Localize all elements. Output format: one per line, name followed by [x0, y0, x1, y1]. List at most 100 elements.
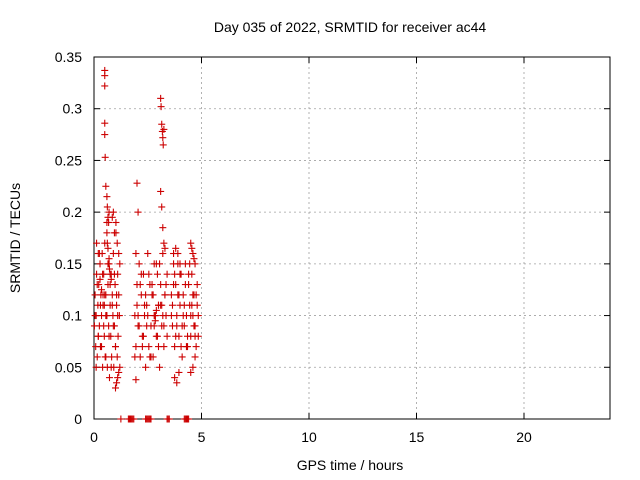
- data-point: [157, 187, 165, 195]
- data-point: [153, 270, 161, 278]
- data-point: [109, 208, 117, 216]
- data-point: [112, 218, 120, 226]
- data-point: [101, 119, 109, 127]
- data-point: [147, 353, 155, 361]
- data-point: [96, 260, 104, 268]
- data-point: [162, 281, 170, 289]
- data-point: [108, 213, 116, 221]
- data-point: [151, 317, 159, 325]
- data-point: [93, 239, 101, 247]
- data-point: [109, 322, 117, 330]
- x-tick-label: 10: [301, 429, 317, 445]
- x-axis-label: GPS time / hours: [297, 457, 404, 473]
- y-tick-label: 0.3: [63, 101, 83, 117]
- data-point: [191, 332, 199, 340]
- data-point: [102, 312, 110, 320]
- chart-title: Day 035 of 2022, SRMTID for receiver ac4…: [214, 19, 487, 35]
- data-point: [108, 301, 116, 309]
- data-point: [165, 415, 173, 423]
- data-point: [180, 301, 188, 309]
- data-point: [101, 153, 109, 161]
- data-point: [91, 312, 99, 320]
- data-point: [148, 281, 156, 289]
- data-point: [112, 384, 119, 392]
- data-point: [132, 343, 140, 351]
- data-point: [147, 415, 155, 423]
- data-point: [130, 415, 138, 423]
- data-point: [170, 250, 178, 258]
- data-point: [93, 353, 101, 361]
- data-point: [159, 141, 167, 149]
- data-point: [150, 322, 158, 330]
- data-point: [93, 270, 101, 278]
- data-point: [172, 332, 180, 340]
- data-point: [145, 343, 153, 351]
- data-point: [110, 229, 118, 237]
- data-point: [171, 343, 179, 351]
- data-point: [116, 260, 124, 268]
- data-point: [179, 312, 187, 320]
- data-point: [175, 368, 183, 376]
- data-point: [103, 239, 111, 247]
- data-point: [144, 250, 152, 258]
- data-point: [158, 120, 166, 128]
- y-tick-label: 0.05: [55, 359, 82, 375]
- data-point: [167, 291, 175, 299]
- data-point: [107, 275, 115, 283]
- data-point: [184, 332, 192, 340]
- data-point: [190, 322, 198, 330]
- data-point: [152, 306, 160, 314]
- data-point: [105, 255, 113, 263]
- data-point: [105, 332, 113, 340]
- data-point: [157, 103, 165, 111]
- data-point: [105, 265, 113, 273]
- data-point: [160, 322, 168, 330]
- x-tick-label: 5: [198, 429, 206, 445]
- data-point: [159, 134, 167, 142]
- data-point: [153, 332, 161, 340]
- data-point: [168, 301, 176, 309]
- data-point: [100, 322, 108, 330]
- data-point: [194, 312, 202, 320]
- data-point: [167, 312, 175, 320]
- data-point: [173, 379, 181, 387]
- y-tick-label: 0: [74, 411, 82, 427]
- data-point: [106, 270, 114, 278]
- y-tick-label: 0.35: [55, 49, 82, 65]
- data-point: [189, 363, 197, 371]
- data-point: [113, 239, 121, 247]
- data-point: [98, 286, 106, 294]
- data-point: [137, 270, 145, 278]
- data-point: [181, 281, 189, 289]
- data-point: [159, 312, 167, 320]
- data-point: [143, 322, 151, 330]
- data-point: [101, 131, 109, 139]
- data-point: [107, 363, 115, 371]
- data-point: [192, 343, 200, 351]
- data-point: [156, 260, 164, 268]
- data-point: [187, 239, 195, 247]
- grid-layer: [94, 57, 610, 419]
- data-point: [93, 281, 101, 289]
- y-axis-label: SRMTID / TECUs: [7, 183, 23, 293]
- data-point: [160, 239, 168, 247]
- data-point: [187, 312, 195, 320]
- data-point: [101, 82, 109, 90]
- data-point: [135, 260, 143, 268]
- x-tick-label: 0: [90, 429, 98, 445]
- data-point: [189, 250, 197, 258]
- data-point: [160, 125, 168, 133]
- data-point: [103, 229, 111, 237]
- data-point: [142, 291, 150, 299]
- data-point: [116, 363, 124, 371]
- data-point: [161, 244, 169, 252]
- data-point: [105, 218, 113, 226]
- y-tick-label: 0.15: [55, 256, 82, 272]
- y-tick-label: 0.25: [55, 152, 82, 168]
- y-tick-label: 0.1: [63, 308, 83, 324]
- data-point: [98, 343, 106, 351]
- data-point: [112, 343, 119, 351]
- data-point: [171, 374, 179, 382]
- data-point: [132, 376, 140, 384]
- data-point: [96, 275, 104, 283]
